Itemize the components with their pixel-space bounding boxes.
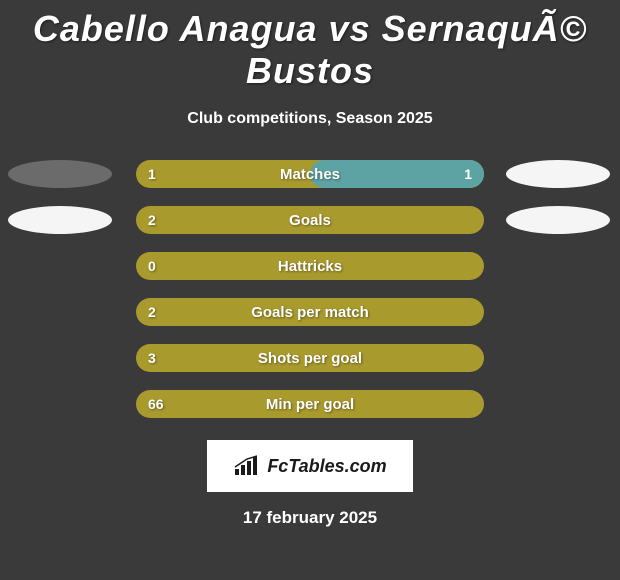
stat-right-value: 1 (464, 166, 472, 182)
page-title: Cabello Anagua vs SernaquÃ© Bustos (0, 0, 620, 92)
stat-left-value: 2 (148, 212, 156, 228)
stat-row: 2 Goals per match (0, 298, 620, 326)
subtitle: Club competitions, Season 2025 (0, 110, 620, 128)
stat-label: Min per goal (266, 396, 354, 413)
stat-row: 1 Matches 1 (0, 160, 620, 188)
stat-left-value: 3 (148, 350, 156, 366)
stat-bar: 1 Matches 1 (136, 160, 484, 188)
stat-left-value: 0 (148, 258, 156, 274)
stat-left-value: 2 (148, 304, 156, 320)
stat-label: Goals per match (251, 304, 369, 321)
left-ellipse (8, 160, 112, 188)
logo-box: FcTables.com (207, 440, 413, 492)
right-ellipse (506, 160, 610, 188)
stat-row: 2 Goals (0, 206, 620, 234)
stat-label: Shots per goal (258, 350, 362, 367)
stat-bar: 66 Min per goal (136, 390, 484, 418)
stat-row: 66 Min per goal (0, 390, 620, 418)
stat-row: 3 Shots per goal (0, 344, 620, 372)
stat-label: Hattricks (278, 258, 342, 275)
stat-left-value: 66 (148, 396, 164, 412)
stat-bar: 0 Hattricks (136, 252, 484, 280)
chart-icon (233, 455, 261, 477)
stat-label: Matches (280, 166, 340, 183)
stats-rows: 1 Matches 1 2 Goals 0 Hattricks 2 Goals per matc… (0, 160, 620, 418)
stat-label: Goals (289, 212, 331, 229)
logo-text: FcTables.com (267, 456, 386, 477)
left-ellipse (8, 206, 112, 234)
stat-left-value: 1 (148, 166, 156, 182)
date: 17 february 2025 (0, 508, 620, 528)
stat-bar: 3 Shots per goal (136, 344, 484, 372)
right-ellipse (506, 206, 610, 234)
stat-bar: 2 Goals per match (136, 298, 484, 326)
stat-bar: 2 Goals (136, 206, 484, 234)
stat-row: 0 Hattricks (0, 252, 620, 280)
